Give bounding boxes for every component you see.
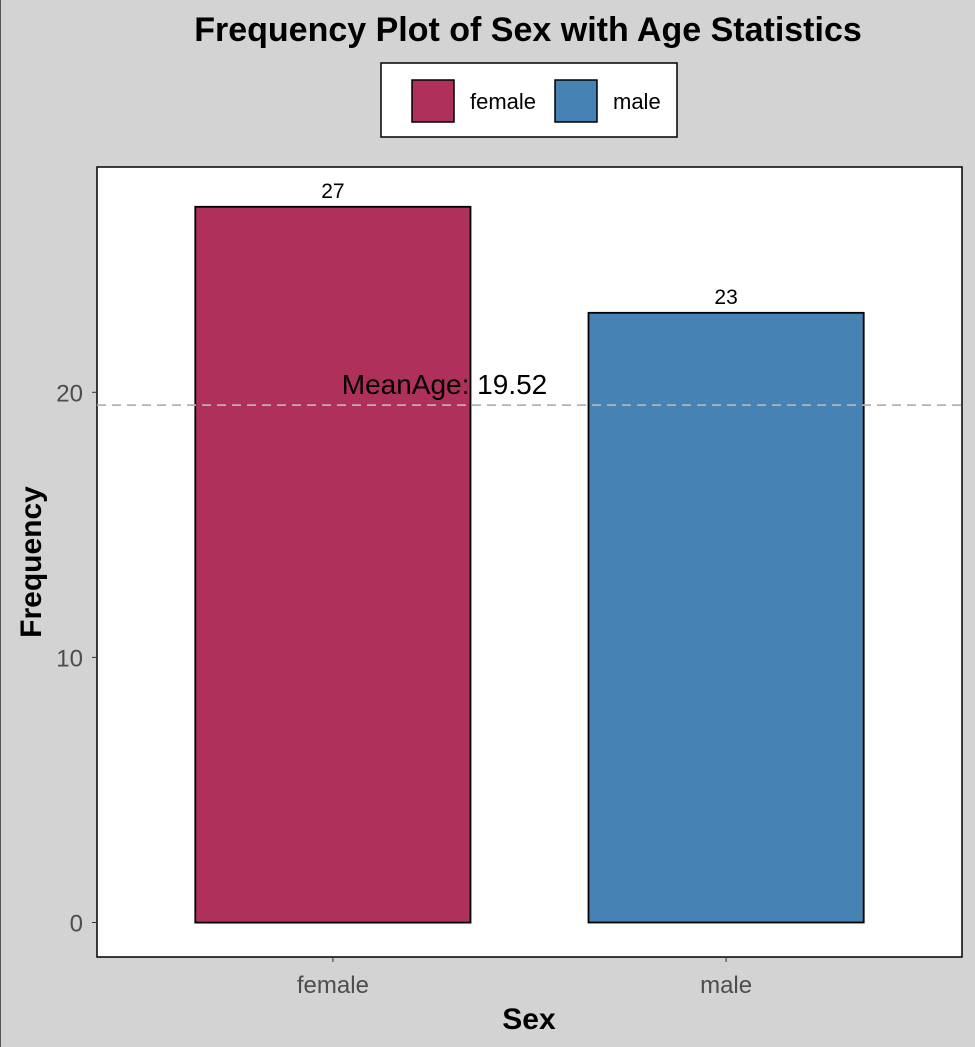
- legend: female male: [380, 62, 678, 138]
- data-label-male: 23: [714, 286, 737, 309]
- mean-age-reference: MeanAge: 19.52: [97, 369, 962, 407]
- chart-title: Frequency Plot of Sex with Age Statistic…: [194, 11, 862, 49]
- legend-swatch-male: [554, 79, 598, 123]
- bar-male: [587, 311, 865, 924]
- y-tick-label-20: 20: [56, 380, 83, 407]
- legend-swatch-female: [411, 79, 455, 123]
- x-axis-title: Sex: [502, 1003, 556, 1036]
- legend-label-male: male: [613, 89, 661, 114]
- x-tick-label-female: female: [297, 972, 369, 999]
- y-tick-label-0: 0: [70, 911, 83, 938]
- x-axis-ticks: female male: [297, 957, 752, 999]
- y-tick-label-10: 10: [56, 645, 83, 672]
- x-tick-label-male: male: [700, 972, 752, 999]
- data-label-female: 27: [321, 180, 344, 203]
- mean-age-label: MeanAge: 19.52: [342, 369, 548, 400]
- legend-label-female: female: [470, 89, 536, 114]
- bar-female: [194, 205, 472, 924]
- y-axis-ticks: 0 10 20: [56, 380, 97, 938]
- bars-layer: 27 23: [194, 180, 865, 924]
- y-axis-title: Frequency: [15, 486, 48, 638]
